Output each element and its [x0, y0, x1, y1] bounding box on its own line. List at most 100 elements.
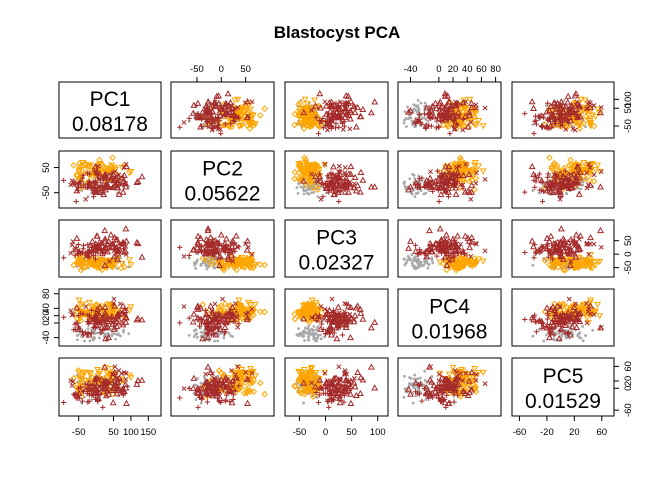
data-point: [108, 232, 113, 237]
data-point: [531, 106, 536, 111]
data-point: [415, 105, 418, 108]
data-point: [407, 255, 410, 258]
data-point: [352, 376, 356, 380]
variance-value: 0.01968: [412, 321, 488, 344]
data-point: [89, 339, 92, 342]
data-point: [417, 265, 420, 268]
data-point: [127, 258, 132, 263]
data-point: [194, 333, 197, 336]
data-point: [231, 335, 234, 338]
data-point: [128, 305, 133, 310]
data-point: [354, 393, 359, 398]
panel-5-2: [171, 358, 274, 416]
panel-5-3: [285, 358, 388, 416]
data-point: [313, 191, 316, 194]
data-point: [417, 99, 420, 102]
data-point: [358, 391, 363, 396]
data-point: [182, 304, 186, 308]
data-point: [358, 375, 363, 380]
data-point: [595, 163, 600, 168]
data-point: [444, 232, 449, 237]
data-point: [340, 332, 345, 337]
data-point: [177, 320, 182, 325]
data-point: [307, 193, 310, 196]
data-point: [253, 302, 258, 307]
data-point: [403, 110, 406, 113]
data-point: [177, 395, 182, 400]
data-point: [483, 177, 487, 181]
data-point: [116, 333, 119, 336]
data-point: [196, 377, 199, 380]
data-point: [196, 405, 201, 410]
data-point: [567, 297, 571, 301]
data-point: [297, 327, 300, 330]
variable-name: PC4: [429, 296, 470, 319]
data-point: [412, 264, 415, 267]
data-point: [213, 302, 217, 306]
data-point: [469, 197, 473, 201]
data-point: [182, 386, 186, 390]
data-point: [597, 314, 602, 319]
data-point: [124, 401, 129, 406]
data-point: [111, 334, 114, 337]
data-point: [336, 199, 341, 204]
data-point: [540, 199, 545, 204]
data-point: [591, 329, 594, 332]
data-point: [334, 336, 339, 341]
data-point: [431, 261, 434, 264]
data-point: [455, 233, 460, 238]
data-point: [177, 125, 182, 130]
data-point: [70, 243, 74, 247]
data-point: [336, 305, 341, 310]
data-point: [417, 258, 420, 261]
data-point: [326, 405, 331, 410]
data-point: [71, 240, 75, 244]
data-point: [218, 131, 223, 136]
data-point: [411, 253, 414, 256]
data-point: [522, 111, 527, 116]
data-point: [195, 384, 198, 387]
data-point: [319, 304, 323, 308]
data-point: [372, 99, 377, 104]
panel-3-2: [171, 220, 274, 277]
data-point: [69, 309, 73, 313]
data-point: [262, 106, 267, 111]
data-point: [200, 382, 203, 385]
data-point: [403, 264, 406, 267]
data-point: [300, 332, 303, 335]
data-point: [424, 118, 427, 121]
data-point: [304, 327, 307, 330]
data-point: [427, 228, 432, 233]
data-point: [93, 336, 96, 339]
data-point: [343, 165, 347, 169]
data-point: [429, 124, 434, 129]
data-point: [203, 308, 208, 313]
data-point: [428, 170, 432, 174]
panel-3-4: [398, 220, 501, 277]
data-point: [226, 91, 231, 96]
data-point: [90, 398, 93, 401]
data-point: [70, 179, 74, 183]
data-point: [223, 399, 228, 404]
data-point: [102, 228, 107, 233]
data-point: [114, 338, 117, 341]
data-point: [302, 330, 305, 333]
data-point: [302, 335, 305, 338]
data-point: [542, 340, 545, 343]
data-point: [84, 197, 88, 201]
data-point: [319, 334, 322, 337]
data-point: [360, 317, 365, 322]
data-point: [113, 332, 116, 335]
data-point: [228, 332, 231, 335]
data-point: [325, 128, 329, 132]
data-point: [414, 268, 417, 271]
data-point: [360, 178, 365, 183]
data-point: [369, 364, 374, 369]
data-point: [139, 254, 144, 259]
variance-value: 0.05622: [185, 183, 261, 206]
data-point: [111, 332, 114, 335]
data-point: [61, 315, 66, 320]
data-point: [533, 114, 538, 119]
data-point: [234, 233, 239, 238]
variable-name: PC2: [202, 158, 243, 181]
